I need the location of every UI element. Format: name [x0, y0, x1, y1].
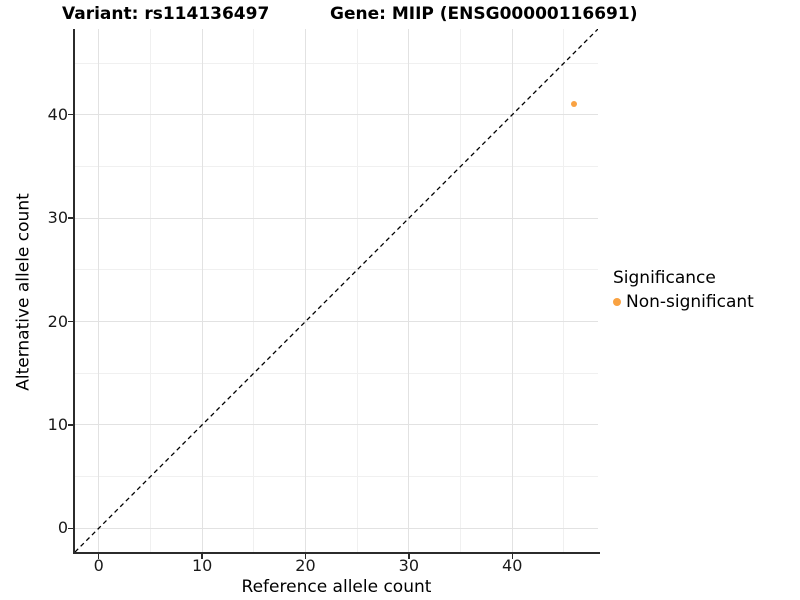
x-tick-label: 20 [295, 556, 316, 575]
y-gridline-minor [75, 269, 598, 271]
y-tick-mark [68, 320, 73, 323]
x-tick-mark [304, 554, 307, 559]
plot-panel [75, 29, 598, 552]
x-tick-mark [511, 554, 513, 559]
x-gridline-major [511, 29, 513, 552]
y-gridline-major [75, 217, 598, 219]
x-tick-label: 40 [502, 556, 523, 575]
x-gridline-major [201, 29, 203, 552]
plot-title-variant: Variant: rs114136497 [62, 4, 270, 24]
y-tick-mark [68, 114, 73, 116]
identity-line [75, 29, 598, 552]
y-tick-label: 20 [47, 311, 68, 331]
legend-key-dot-icon [613, 298, 621, 306]
y-tick-label: 40 [47, 104, 68, 124]
x-tick-mark [408, 554, 410, 559]
y-tick-mark [68, 527, 73, 529]
y-tick-mark [68, 424, 73, 426]
y-tick-label: 0 [57, 518, 68, 538]
legend-title: Significance [613, 268, 716, 288]
y-gridline-minor [75, 476, 598, 478]
y-gridline-minor [75, 62, 598, 64]
x-axis-line [73, 552, 600, 554]
y-gridline-minor [75, 165, 598, 167]
x-gridline-minor [149, 29, 151, 552]
x-tick-label: 30 [398, 556, 420, 575]
legend: Significance Non-significant [613, 268, 754, 311]
y-gridline-major [75, 114, 598, 116]
y-tick-mark [68, 217, 73, 219]
y-gridline-minor [75, 372, 598, 374]
x-tick-mark [98, 554, 100, 559]
x-gridline-minor [563, 29, 565, 552]
y-tick-label: 10 [47, 414, 68, 434]
x-tick-label: 0 [93, 556, 104, 575]
legend-item: Non-significant [613, 293, 754, 311]
legend-item-label: Non-significant [626, 292, 754, 312]
y-axis-line [73, 29, 75, 554]
data-point [571, 101, 578, 108]
x-gridline-major [304, 29, 306, 552]
x-gridline-minor [253, 29, 255, 552]
x-gridline-major [408, 29, 410, 552]
y-tick-label: 30 [47, 208, 68, 228]
x-axis-title: Reference allele count [241, 577, 432, 597]
y-gridline-major [75, 424, 598, 426]
y-gridline-major [75, 527, 598, 529]
x-gridline-major [98, 29, 100, 552]
plot-title-gene: Gene: MIIP (ENSG00000116691) [330, 4, 638, 24]
x-tick-label: 10 [191, 556, 213, 575]
x-tick-mark [201, 554, 203, 559]
y-gridline-major [75, 321, 598, 322]
x-gridline-minor [460, 29, 462, 552]
x-gridline-minor [356, 29, 358, 552]
